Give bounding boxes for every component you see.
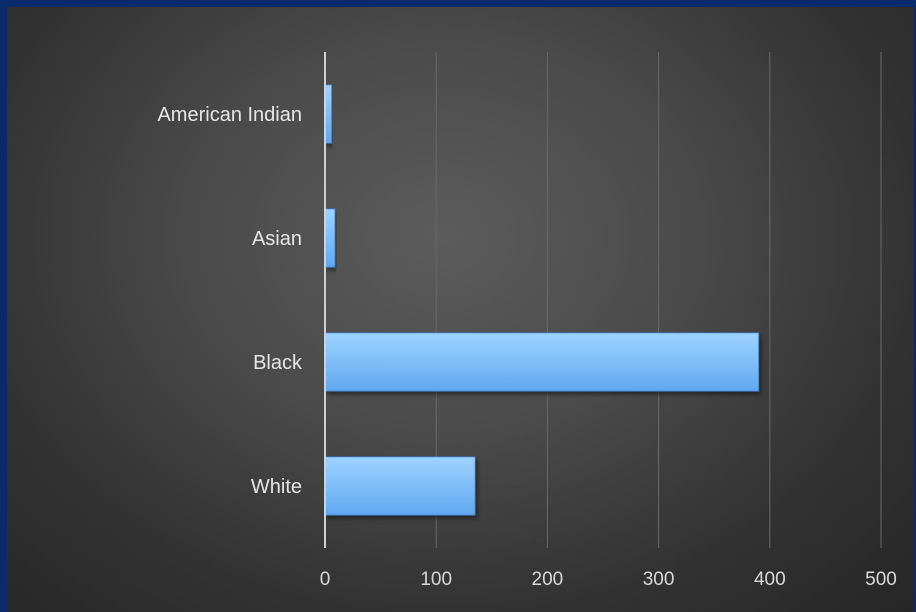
x-tick-label: 100 [420, 569, 452, 590]
category-label: Asian [252, 228, 302, 250]
x-tick-label: 500 [865, 569, 897, 590]
bar-white [324, 456, 476, 516]
x-tick-label: 200 [532, 569, 564, 590]
gridlines [435, 52, 882, 548]
bar-black [324, 332, 760, 392]
category-label: American Indian [157, 104, 302, 126]
category-labels: American Indian Asian Black White [157, 104, 303, 498]
category-label: White [251, 476, 302, 498]
category-label: Black [253, 352, 303, 374]
x-tick-label: 300 [643, 569, 675, 590]
bars [324, 84, 760, 516]
value-axis-ticks: 0 100 200 300 400 500 [320, 569, 897, 590]
bar-asian [324, 208, 336, 268]
x-tick-label: 400 [754, 569, 786, 590]
bar-american-indian [324, 84, 333, 144]
x-tick-label: 0 [320, 569, 331, 590]
